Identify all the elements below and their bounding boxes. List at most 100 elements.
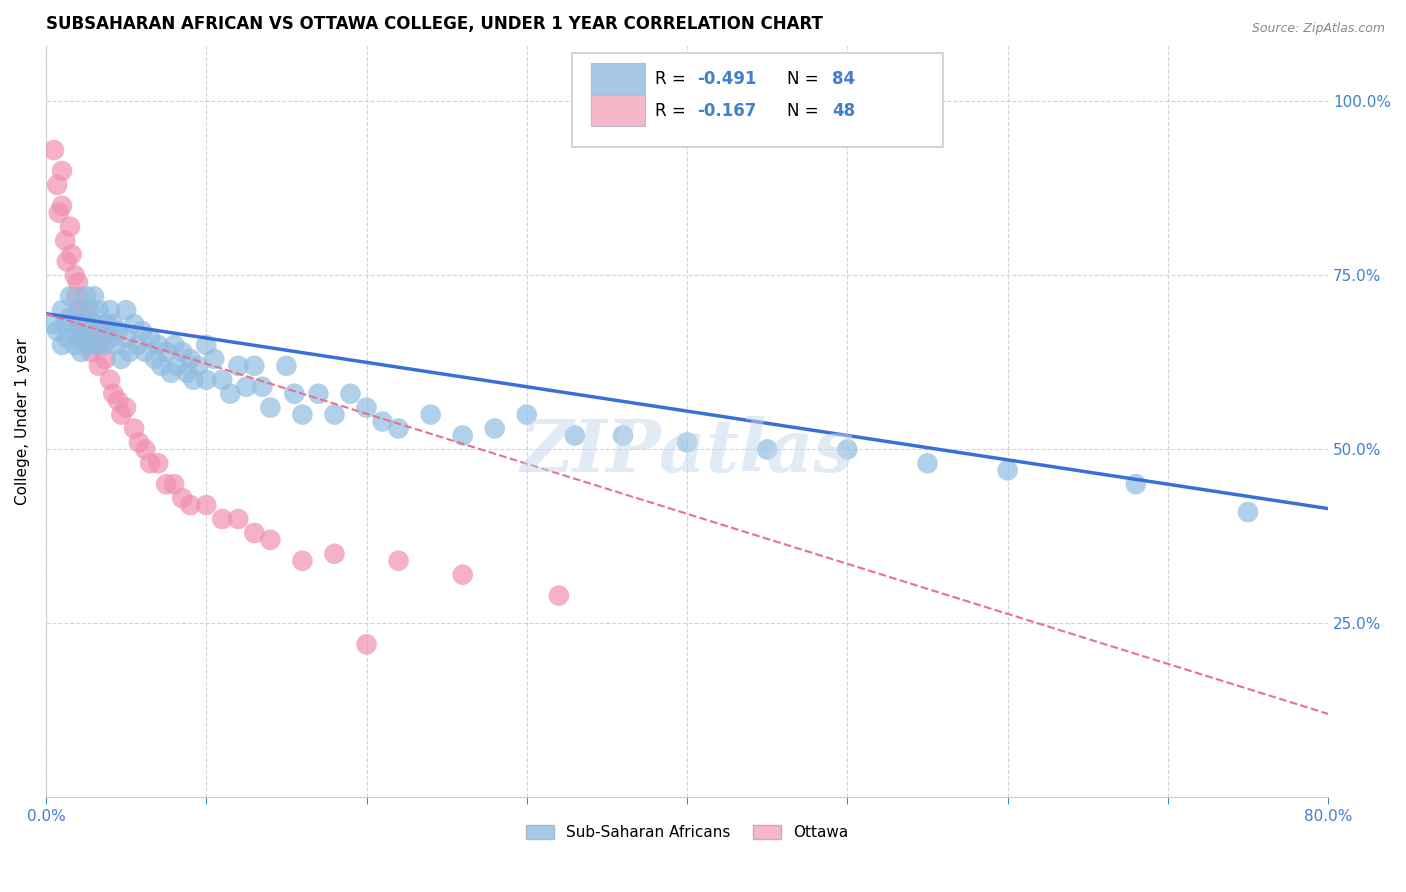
Point [226, 359, 249, 373]
Point [134, 345, 156, 359]
Point [77, 303, 100, 318]
Point [166, 359, 188, 373]
Point [66, 303, 89, 318]
Point [139, 331, 162, 345]
Point [150, 359, 173, 373]
Point [179, 351, 201, 366]
Point [160, 366, 183, 380]
Point [59, 219, 82, 234]
Point [104, 338, 127, 352]
Point [143, 351, 166, 366]
Point [564, 428, 586, 442]
Point [211, 373, 233, 387]
Point [187, 359, 209, 373]
Point [98, 303, 121, 318]
Point [87, 359, 110, 373]
Point [179, 498, 201, 512]
Point [60, 247, 83, 261]
Point [69, 303, 91, 318]
Point [226, 512, 249, 526]
Text: SUBSAHARAN AFRICAN VS OTTAWA COLLEGE, UNDER 1 YEAR CORRELATION CHART: SUBSAHARAN AFRICAN VS OTTAWA COLLEGE, UN… [46, 15, 823, 33]
Point [291, 554, 314, 568]
Point [115, 303, 138, 318]
Point [122, 421, 145, 435]
Point [59, 289, 82, 303]
Text: ZIPatlas: ZIPatlas [520, 417, 853, 487]
Point [91, 324, 114, 338]
Point [103, 386, 125, 401]
Point [323, 547, 346, 561]
Point [86, 338, 108, 352]
Point [917, 456, 939, 470]
Point [118, 345, 141, 359]
Point [243, 359, 266, 373]
Point [110, 408, 132, 422]
Point [837, 442, 859, 457]
Point [83, 317, 105, 331]
Point [107, 324, 129, 338]
Point [53, 234, 76, 248]
Point [77, 324, 100, 338]
Point [131, 324, 153, 338]
Point [172, 345, 194, 359]
Point [211, 512, 233, 526]
Text: 48: 48 [832, 102, 855, 120]
Point [87, 303, 110, 318]
Point [98, 331, 121, 345]
Text: -0.167: -0.167 [697, 102, 756, 120]
Y-axis label: College, Under 1 year: College, Under 1 year [15, 338, 30, 505]
Point [80, 324, 103, 338]
Point [83, 289, 105, 303]
Point [46, 324, 69, 338]
Point [72, 331, 94, 345]
Point [371, 415, 394, 429]
Point [69, 317, 91, 331]
Point [172, 491, 194, 505]
Point [76, 338, 98, 352]
Point [419, 408, 441, 422]
Point [56, 331, 79, 345]
Point [202, 351, 225, 366]
Point [146, 456, 169, 470]
Point [276, 359, 298, 373]
Text: -0.491: -0.491 [697, 70, 756, 88]
Point [195, 373, 218, 387]
Point [387, 421, 409, 435]
Point [1125, 477, 1147, 491]
Point [997, 463, 1019, 477]
Point [756, 442, 779, 457]
Point [235, 380, 257, 394]
Point [65, 289, 87, 303]
Point [53, 317, 76, 331]
Point [339, 386, 361, 401]
Point [195, 338, 218, 352]
Point [243, 525, 266, 540]
Point [259, 401, 281, 415]
Point [127, 338, 149, 352]
Point [63, 338, 86, 352]
Point [1237, 505, 1260, 519]
Point [107, 393, 129, 408]
Point [66, 276, 89, 290]
Point [163, 338, 186, 352]
Point [75, 303, 97, 318]
Point [56, 254, 79, 268]
Text: N =: N = [787, 70, 824, 88]
Point [307, 386, 329, 401]
FancyBboxPatch shape [591, 95, 645, 126]
Point [252, 380, 274, 394]
FancyBboxPatch shape [572, 54, 943, 147]
Point [676, 435, 699, 450]
Point [387, 554, 409, 568]
Point [80, 345, 103, 359]
Text: Source: ZipAtlas.com: Source: ZipAtlas.com [1251, 22, 1385, 36]
Point [63, 324, 86, 338]
Point [75, 289, 97, 303]
Point [183, 373, 205, 387]
Point [51, 338, 73, 352]
Point [42, 143, 65, 157]
Point [70, 331, 93, 345]
Point [42, 317, 65, 331]
Point [122, 317, 145, 331]
Point [51, 199, 73, 213]
